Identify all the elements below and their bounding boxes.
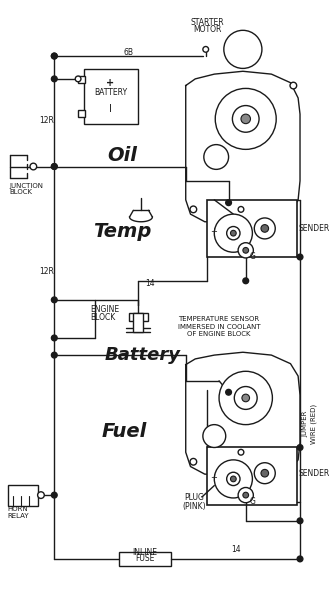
Circle shape [204,144,229,169]
Text: 6B: 6B [124,48,133,56]
Text: FUSE: FUSE [135,554,154,564]
Text: IMMERSED IN COOLANT: IMMERSED IN COOLANT [178,324,260,330]
Circle shape [190,459,197,465]
Circle shape [297,518,303,524]
Circle shape [190,206,197,213]
Circle shape [238,488,253,503]
Bar [133,313,143,332]
Text: 14: 14 [145,279,154,288]
Text: BLOCK: BLOCK [10,189,33,195]
Circle shape [203,425,226,447]
Circle shape [243,278,249,284]
Text: JUNCTION: JUNCTION [10,182,43,188]
Circle shape [238,450,244,455]
Circle shape [261,225,269,232]
Circle shape [290,82,297,89]
Text: BATTERY: BATTERY [94,88,127,97]
Text: 12R: 12R [39,267,54,276]
Circle shape [51,53,57,59]
Text: HORN: HORN [8,507,28,513]
Text: +: + [210,227,217,236]
Text: BLOCK: BLOCK [91,312,116,321]
Text: I: I [109,105,112,115]
Text: 14: 14 [231,545,241,554]
Text: PLUG: PLUG [184,492,204,501]
Bar [128,313,148,321]
Circle shape [238,243,253,258]
Circle shape [242,394,250,402]
Text: STARTER: STARTER [191,18,224,27]
Circle shape [38,492,44,498]
Circle shape [234,387,257,409]
Circle shape [51,352,57,358]
Circle shape [219,371,272,425]
Bar [84,69,138,124]
Text: SENDER: SENDER [298,469,329,478]
Bar [207,200,297,257]
Circle shape [238,207,244,212]
Circle shape [51,53,57,59]
Circle shape [297,556,303,562]
Circle shape [227,472,240,485]
Bar [207,447,297,505]
Circle shape [254,218,275,239]
Circle shape [297,254,303,260]
Circle shape [230,476,236,482]
Circle shape [51,164,57,169]
Text: MOTOR: MOTOR [194,25,222,34]
Circle shape [214,460,252,498]
Text: SENDER: SENDER [298,224,329,233]
Circle shape [243,492,249,498]
Circle shape [254,463,275,484]
Text: ENGINE: ENGINE [91,305,120,314]
Text: JUMPER
WIRE (RED): JUMPER WIRE (RED) [302,403,317,444]
Circle shape [230,230,236,236]
Text: OF ENGINE BLOCK: OF ENGINE BLOCK [187,331,251,337]
Circle shape [226,390,231,395]
Text: +: + [107,78,115,88]
Circle shape [51,164,57,169]
Circle shape [75,76,81,82]
Circle shape [51,335,57,341]
Circle shape [214,214,252,252]
Text: G: G [249,252,255,261]
Circle shape [261,469,269,477]
Text: Oil: Oil [107,146,137,165]
Circle shape [30,163,37,170]
Circle shape [227,226,240,240]
Circle shape [297,445,303,450]
Circle shape [51,492,57,498]
Text: Temp: Temp [93,222,151,241]
Text: (PINK): (PINK) [182,502,206,511]
Text: +: + [210,473,217,482]
Circle shape [203,46,208,52]
Bar [78,76,85,83]
Text: 12R: 12R [39,116,54,125]
Bar [78,110,85,117]
Circle shape [243,248,249,253]
Text: INLINE: INLINE [132,548,157,557]
Circle shape [232,106,259,132]
Text: TEMPERATURE SENSOR: TEMPERATURE SENSOR [179,316,260,322]
Text: Fuel: Fuel [101,422,146,441]
Text: RELAY: RELAY [8,513,29,519]
Circle shape [215,89,276,149]
Bar [8,485,38,505]
Circle shape [226,200,231,206]
Circle shape [224,30,262,68]
Text: Battery: Battery [105,346,181,364]
Circle shape [51,297,57,303]
Circle shape [51,76,57,82]
Text: G: G [249,497,255,506]
Circle shape [241,114,250,124]
Bar [119,552,171,565]
